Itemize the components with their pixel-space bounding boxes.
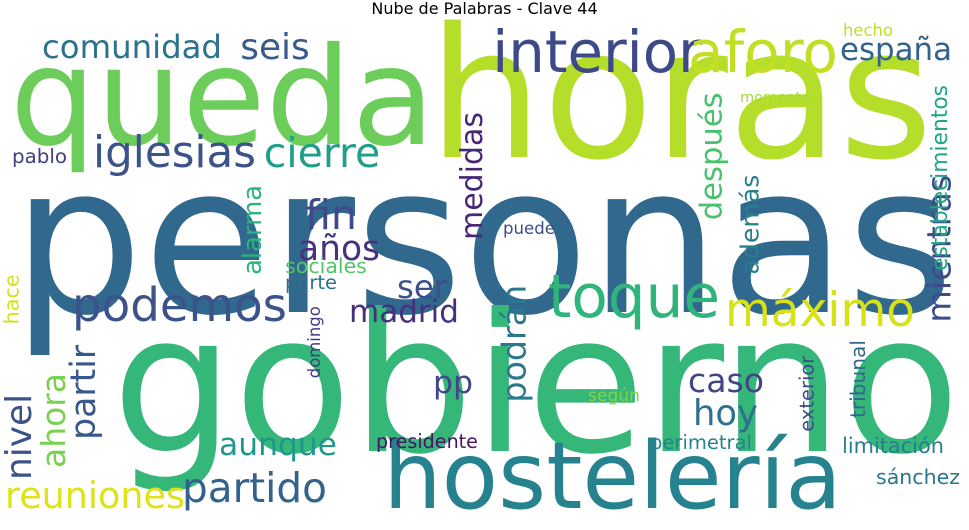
word-presidente: presidente (376, 430, 478, 454)
chart-title: Nube de Palabras - Clave 44 (371, 0, 598, 18)
word-reuniones: reuniones (5, 473, 185, 517)
word-limitacion: limitación (842, 433, 944, 458)
word-perimetral: perimetral (650, 431, 752, 455)
word-cloud: personas horas gobierno queda hostelería inte… (0, 0, 960, 523)
word-hecho: hecho (843, 20, 893, 40)
word-podran: podrán (494, 285, 534, 403)
word-caso: caso (688, 361, 764, 401)
word-sociales: sociales (285, 253, 367, 278)
word-gobierno: gobierno (112, 273, 960, 497)
word-aunque: aunque (219, 427, 337, 464)
word-despues: después (694, 92, 730, 220)
word-maximo: máximo (725, 282, 915, 338)
word-cierre: cierre (263, 129, 381, 178)
word-momento: momento (740, 89, 810, 106)
word-segun: según (588, 386, 640, 407)
word-seis: seis (240, 27, 310, 69)
word-toque: toque (548, 262, 720, 332)
word-comunidad: comunidad (42, 27, 222, 66)
word-partir: partir (63, 345, 104, 440)
word-madrid: madrid (349, 294, 459, 331)
word-alarma: alarma (238, 185, 269, 275)
word-fin: fin (305, 191, 357, 240)
word-nivel: nivel (0, 394, 41, 480)
word-anos: años (298, 228, 380, 269)
word-establecimientos: establecimientos (928, 85, 954, 271)
word-partido: partido (182, 463, 327, 512)
word-puede: puede (503, 218, 555, 238)
word-espana: españa (840, 31, 952, 68)
word-domingo: domingo (304, 306, 324, 378)
word-hace: hace (0, 274, 24, 324)
word-sanchez: sánchez (876, 464, 960, 489)
word-personas: personas (12, 119, 954, 361)
word-parte: parte (285, 271, 337, 295)
word-ademas: además (735, 175, 765, 275)
word-medidas: medidas (455, 112, 491, 240)
word-iglesias: iglesias (93, 128, 256, 179)
word-hoy: hoy (693, 393, 758, 435)
word-interior: interior (492, 17, 702, 86)
word-queda: queda (10, 19, 435, 178)
word-pablo: pablo (12, 145, 67, 169)
word-horas: horas (428, 0, 933, 200)
word-exterior: exterior (795, 356, 819, 432)
word-aforo: aforo (688, 18, 838, 87)
word-podemos: podemos (72, 278, 287, 333)
word-tribunal: tribunal (845, 340, 870, 418)
word-ser: ser (397, 267, 447, 306)
word-pp: pp (433, 365, 473, 402)
